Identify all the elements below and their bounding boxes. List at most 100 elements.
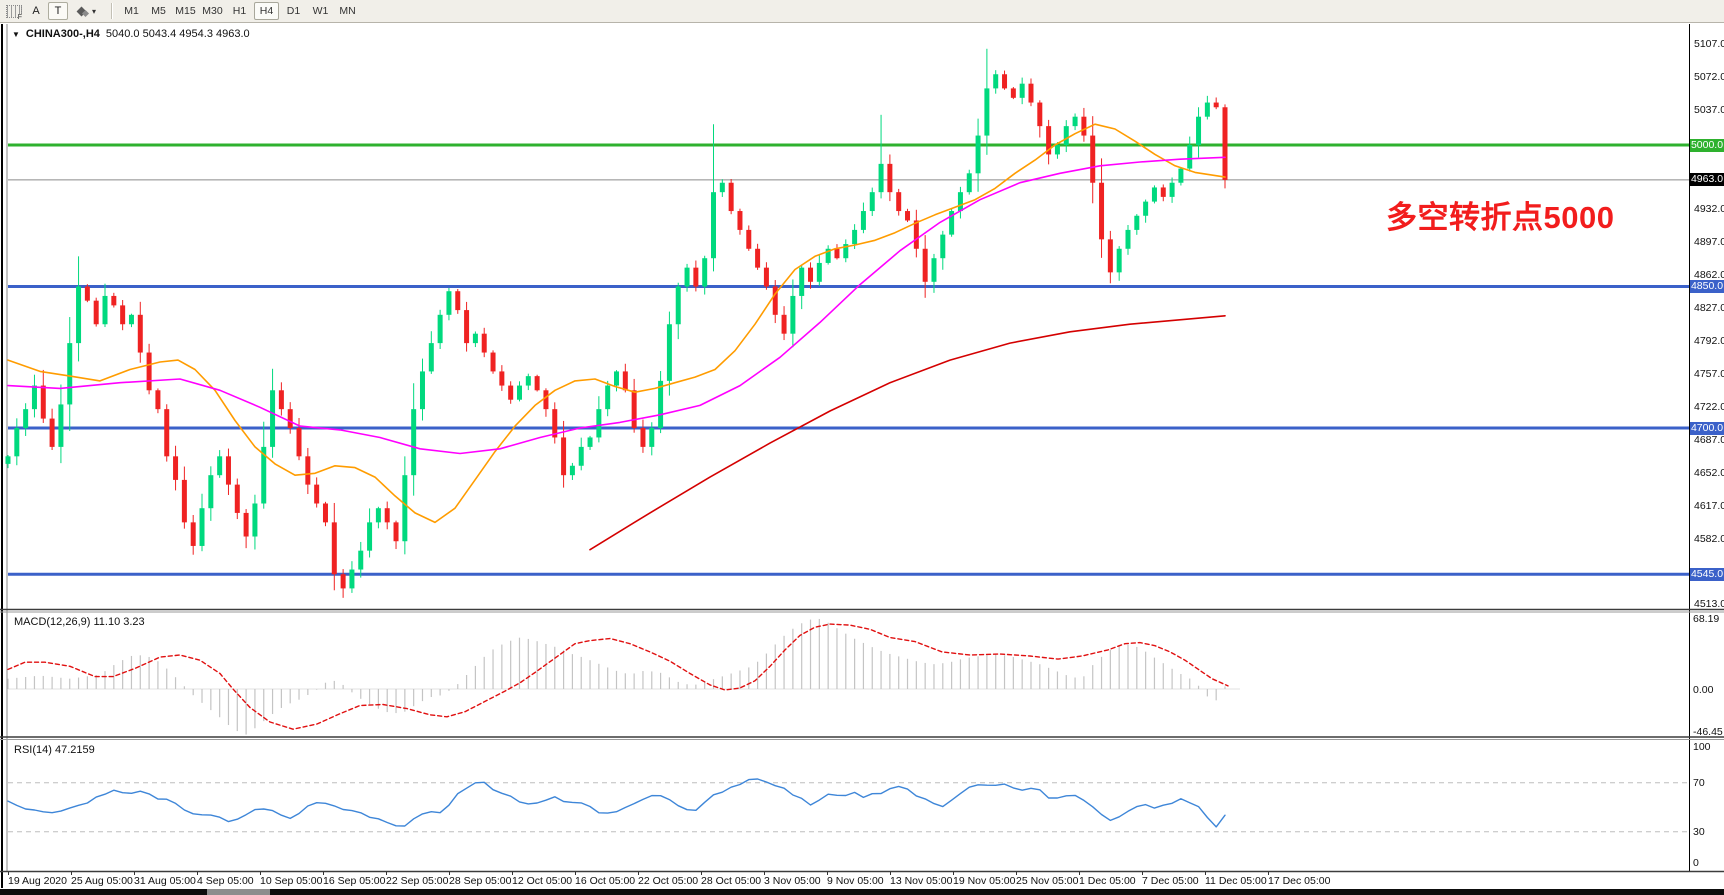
macd-axis-label: 0.00 xyxy=(1693,683,1714,696)
candle-body xyxy=(658,380,664,429)
candle-body xyxy=(913,220,919,249)
candle-body xyxy=(781,314,787,334)
toolbar: F A T ▾ M1 M5 M15 M30 H1 H4 D1 W1 MN xyxy=(0,0,1724,23)
candle-body xyxy=(208,475,214,509)
candle-body xyxy=(261,446,267,504)
candle-body xyxy=(411,409,417,476)
candle-body xyxy=(508,385,514,400)
candle-body xyxy=(763,267,769,287)
candle-body xyxy=(631,390,637,429)
grid-icon-sub-label: F xyxy=(17,13,22,21)
timeframe-m15[interactable]: M15 xyxy=(175,5,196,17)
date-label: 31 Aug 05:00 xyxy=(134,875,196,887)
candle-body xyxy=(1037,102,1043,127)
price-tick-label: 5107.0 xyxy=(1694,37,1724,50)
timeframe-m1[interactable]: M1 xyxy=(124,5,139,17)
dropdown-arrow-icon: ▾ xyxy=(91,6,96,16)
candle-body xyxy=(419,371,425,410)
candle-body xyxy=(40,385,46,419)
timeframe-mn[interactable]: MN xyxy=(339,5,356,17)
text-tool-button[interactable]: T xyxy=(48,2,68,20)
ma-orange-line xyxy=(7,123,1226,524)
font-button[interactable]: A xyxy=(32,5,40,17)
candle-body xyxy=(799,267,805,296)
price-tick-label: 4792.0 xyxy=(1694,334,1724,347)
timeframe-h1[interactable]: H1 xyxy=(232,5,247,17)
timeframe-h4[interactable]: H4 xyxy=(254,2,279,20)
candle-body xyxy=(887,163,893,193)
candle-body xyxy=(243,512,249,537)
candle-body xyxy=(1002,74,1008,89)
annotation-text[interactable]: 多空转折点5000 xyxy=(1386,200,1615,235)
candle-body xyxy=(331,522,337,575)
candle-body xyxy=(472,333,478,344)
date-label: 17 Dec 05:00 xyxy=(1268,875,1331,887)
candle-body xyxy=(1178,168,1184,183)
candle-body xyxy=(322,503,328,523)
candle-body xyxy=(755,248,761,268)
candle-body xyxy=(1090,135,1096,183)
candle-body xyxy=(464,310,470,344)
rsi-axis-label: 0 xyxy=(1693,856,1699,869)
candle-body xyxy=(120,305,126,325)
price-level-badge: 4850.0 xyxy=(1690,280,1724,293)
date-label: 19 Aug 2020 xyxy=(8,875,67,887)
candle-body xyxy=(270,390,276,447)
candle-body xyxy=(719,182,725,193)
candle-body xyxy=(1169,182,1175,197)
candle-body xyxy=(1063,126,1069,145)
candle-body xyxy=(217,456,223,476)
candle-body xyxy=(843,244,849,259)
timeframe-w1[interactable]: W1 xyxy=(312,5,329,17)
date-label: 9 Nov 05:00 xyxy=(827,875,884,887)
price-tick-label: 4862.0 xyxy=(1694,268,1724,281)
candle-body xyxy=(922,248,928,282)
timeframe-m5[interactable]: M5 xyxy=(151,5,166,17)
candle-body xyxy=(5,456,11,464)
candle-body xyxy=(1072,116,1078,127)
candle-body xyxy=(1010,88,1016,98)
candle-body xyxy=(869,192,875,212)
price-tick-label: 4827.0 xyxy=(1694,301,1724,314)
objects-button[interactable]: ▾ xyxy=(70,2,104,20)
price-tick-label: 4617.0 xyxy=(1694,499,1724,512)
date-label: 11 Dec 05:00 xyxy=(1205,875,1267,887)
candle-body xyxy=(1187,145,1193,169)
candle-body xyxy=(1160,187,1166,197)
price-level-badge: 5000.0 xyxy=(1690,138,1724,152)
candle-body xyxy=(587,437,593,447)
candle-body xyxy=(76,286,82,344)
symbol-period-label: CHINA300-,H4 xyxy=(25,28,100,40)
candle-body xyxy=(949,211,955,235)
price-tick-label: 5037.0 xyxy=(1694,103,1724,116)
candle-body xyxy=(1125,229,1131,249)
chart-template-button[interactable]: F xyxy=(4,2,24,21)
horizontal-scrollbar[interactable] xyxy=(0,889,1724,895)
date-label: 25 Nov 05:00 xyxy=(1016,875,1079,887)
price-tick-label: 4687.0 xyxy=(1694,433,1724,446)
candle-body xyxy=(596,409,602,438)
candle-body xyxy=(102,295,108,325)
candle-body xyxy=(834,248,840,259)
timeframe-d1[interactable]: D1 xyxy=(286,5,301,17)
candle-body xyxy=(278,390,284,410)
candle-body xyxy=(1151,187,1157,202)
grid-icon: F xyxy=(6,4,22,21)
candle-body xyxy=(31,385,37,410)
date-label: 1 Dec 05:00 xyxy=(1079,875,1136,887)
candle-body xyxy=(614,371,619,386)
timeframe-m30[interactable]: M30 xyxy=(202,5,223,17)
candle-body xyxy=(605,385,611,410)
candle-body xyxy=(367,522,373,551)
scrollbar-thumb[interactable] xyxy=(207,889,270,895)
candle-body xyxy=(534,376,540,391)
candle-body xyxy=(728,182,734,212)
candle-body xyxy=(878,163,884,193)
candle-body xyxy=(711,192,717,259)
symbol-dropdown-icon[interactable]: ▼ xyxy=(12,29,20,39)
candle-body xyxy=(622,371,628,391)
candle-body xyxy=(790,295,796,334)
date-label: 4 Sep 05:00 xyxy=(197,875,254,887)
candle-body xyxy=(146,352,152,391)
